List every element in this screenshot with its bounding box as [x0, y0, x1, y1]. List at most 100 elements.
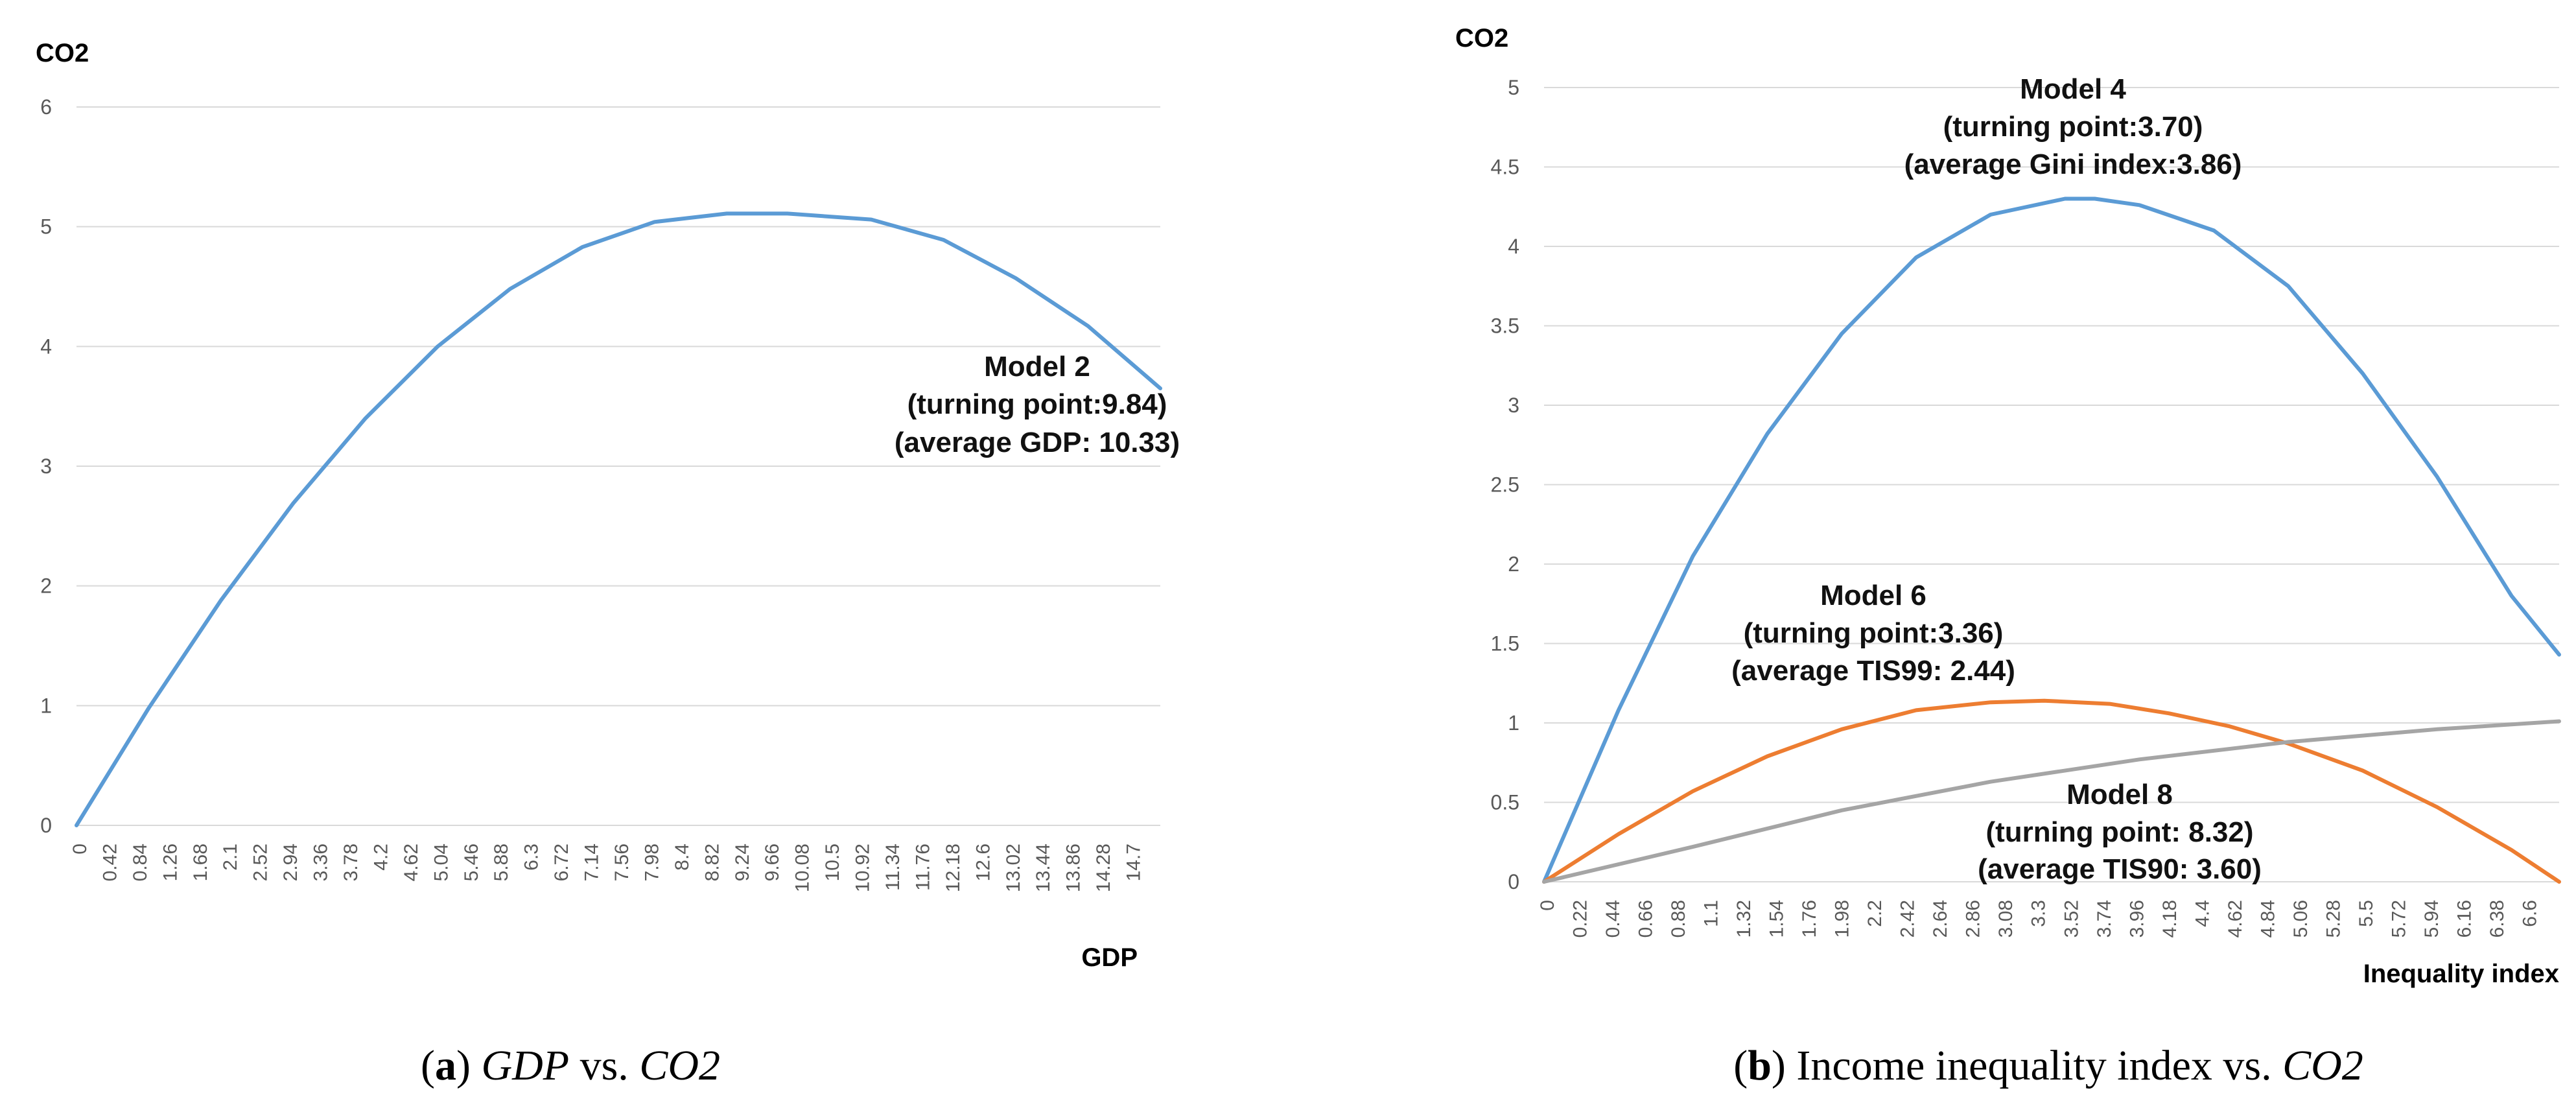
- x-tick-label: 6.16: [2453, 900, 2475, 938]
- x-tick-label: 3.78: [340, 844, 362, 881]
- x-tick-label: 2.86: [1963, 900, 1984, 938]
- x-tick-label: 0.42: [99, 844, 121, 881]
- annotation-text: Model 2: [984, 351, 1090, 383]
- x-tick-label: 6.38: [2487, 900, 2508, 938]
- x-tick-label: 14.28: [1093, 844, 1114, 892]
- x-tick-label: 11.76: [912, 844, 933, 891]
- x-tick-label: 1.98: [1832, 900, 1853, 938]
- x-tick-label: 0: [1537, 900, 1558, 911]
- caption-part: b: [1748, 1042, 1772, 1089]
- annotation-text: (average GDP: 10.33): [895, 427, 1180, 458]
- y-tick-label: 1.5: [1491, 632, 1519, 655]
- x-tick-label: 2.94: [280, 844, 301, 881]
- x-tick-label: 0.84: [130, 844, 151, 881]
- x-tick-label: 2.1: [220, 844, 241, 871]
- x-tick-label: 5.5: [2356, 900, 2377, 927]
- series-line: [75, 211, 1162, 827]
- annotation-text: (turning point:3.36): [1744, 617, 2004, 649]
- x-tick-label: 9.24: [732, 844, 753, 881]
- x-tick-label: 9.66: [762, 844, 783, 881]
- series-line: [1542, 698, 2561, 884]
- x-tick-label: 3.3: [2028, 900, 2050, 927]
- caption-part: vs.: [569, 1042, 639, 1089]
- x-tick-label: 0.88: [1668, 900, 1689, 938]
- x-tick-label: 4.84: [2257, 900, 2278, 938]
- x-tick-label: 1.1: [1701, 900, 1722, 927]
- annotation-text: (average TIS90: 3.60): [1978, 853, 2262, 885]
- x-tick-label: 0.44: [1602, 900, 1624, 938]
- caption-part: a: [435, 1042, 456, 1089]
- chart-panel-b: 0 0.5 1 1.5 2 2.5 3 3.5 4 4.5 5 0 0.22 0.44 0.66 0.88 1.…: [1455, 24, 2561, 1089]
- caption-part: CO2: [2282, 1042, 2363, 1089]
- caption-part: vs.: [2212, 1042, 2282, 1089]
- x-tick-label: 2.64: [1930, 900, 1951, 938]
- x-tick-label: 0.22: [1570, 900, 1591, 938]
- x-tick-label: 3.36: [310, 844, 332, 881]
- x-tick-label: 4.18: [2159, 900, 2181, 938]
- y-tick-label: 3: [1508, 394, 1519, 417]
- x-tick-label: 8.4: [672, 844, 693, 871]
- x-tick-label: 5.06: [2290, 900, 2312, 938]
- annotation-text: (turning point:9.84): [907, 388, 1167, 420]
- x-tick-label: 14.7: [1123, 844, 1145, 881]
- y-axis-label: CO2: [36, 39, 89, 67]
- x-tick-label: 10.5: [822, 844, 843, 881]
- y-axis-label: CO2: [1455, 24, 1508, 53]
- x-tick-label: 1.32: [1733, 900, 1755, 938]
- y-tick-label: 0: [40, 814, 52, 837]
- y-tick-label: 5: [40, 215, 52, 239]
- x-tick-label: 12.6: [972, 844, 994, 881]
- x-tick-label: 10.08: [792, 844, 814, 892]
- y-tick-label: 4: [1508, 235, 1519, 258]
- caption-part: (: [421, 1042, 435, 1089]
- y-tick-label: 5: [1508, 76, 1519, 99]
- y-tick-label: 2: [40, 574, 52, 598]
- annotation-text: (average TIS99: 2.44): [1731, 655, 2015, 687]
- x-tick-label: 4.62: [401, 844, 422, 881]
- series-line: [1542, 196, 2561, 884]
- y-tick-label: 1: [1508, 711, 1519, 735]
- y-tick-label: 1: [40, 694, 52, 717]
- caption-part: GDP: [481, 1042, 569, 1089]
- x-tick-label: 4.2: [370, 844, 392, 871]
- x-tick-label: 2.52: [250, 844, 272, 881]
- x-tick-label: 2.2: [1864, 900, 1886, 927]
- series-line: [1542, 719, 2561, 884]
- x-tick-label: 13.86: [1063, 844, 1084, 892]
- x-tick-label: 5.46: [461, 844, 482, 881]
- x-tick-label: 7.56: [611, 844, 633, 881]
- annotation-text: (average Gini index:3.86): [1904, 148, 2242, 180]
- x-tick-label: 6.72: [551, 844, 572, 881]
- x-tick-label: 1.68: [190, 844, 211, 881]
- x-tick-label: 6.3: [521, 844, 543, 871]
- annotation-text: Model 8: [2067, 779, 2173, 810]
- x-tick-label: 10.92: [852, 844, 874, 892]
- x-axis-label: GDP: [1081, 943, 1138, 972]
- x-tick-label: 4.4: [2192, 900, 2213, 927]
- y-tick-label: 4: [40, 335, 52, 358]
- x-tick-label: 13.44: [1033, 844, 1054, 892]
- annotation-text: (turning point: 8.32): [1985, 816, 2253, 848]
- x-tick-label: 7.14: [581, 844, 603, 881]
- y-tick-label: 0: [1508, 870, 1519, 893]
- annotation-text: Model 4: [2020, 73, 2126, 105]
- y-tick-label: 3: [40, 455, 52, 478]
- x-tick-label: 5.88: [491, 844, 512, 881]
- x-tick-label: 3.96: [2126, 900, 2148, 938]
- x-tick-label: 5.28: [2323, 900, 2344, 938]
- x-tick-label: 12.18: [943, 844, 964, 892]
- y-tick-label: 0.5: [1491, 791, 1519, 814]
- x-tick-label: 13.02: [1003, 844, 1024, 892]
- annotation-text: Model 6: [1820, 580, 1926, 611]
- x-axis-label: Inequality index: [2363, 960, 2559, 988]
- caption-part: (: [1733, 1042, 1748, 1089]
- caption-part: CO2: [639, 1042, 720, 1089]
- y-tick-label: 3.5: [1491, 314, 1519, 338]
- y-tick-label: 2.5: [1491, 473, 1519, 497]
- x-tick-label: 3.08: [1995, 900, 2017, 938]
- x-tick-label: 1.26: [159, 844, 181, 881]
- x-tick-label: 0.66: [1635, 900, 1657, 938]
- x-tick-label: 5.04: [430, 844, 452, 881]
- x-tick-label: 3.52: [2061, 900, 2082, 938]
